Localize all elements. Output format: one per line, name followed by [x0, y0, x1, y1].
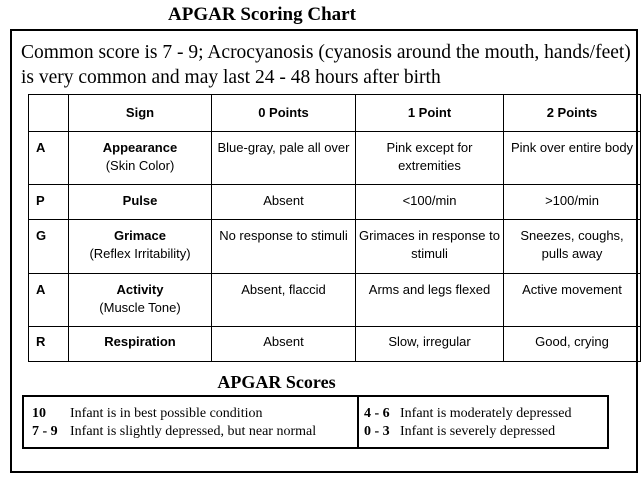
table-row: G Grimace (Reflex Irritability) No response…: [28, 219, 641, 274]
scores-right-column: 4 - 6 Infant is moderately depressed 0 - …: [364, 405, 604, 441]
header-sign: Sign: [68, 94, 212, 132]
sign-cell: Pulse: [68, 184, 212, 221]
score-range: 4 - 6: [364, 406, 390, 421]
score-text: Infant is slightly depressed, but near n…: [70, 424, 317, 439]
header-zero-points: 0 Points: [211, 94, 356, 132]
one-point-cell: Arms and legs flexed: [355, 272, 504, 327]
two-points-cell: Pink over entire body: [503, 130, 641, 186]
sign-cell: Activity (Muscle Tone): [68, 272, 212, 327]
sign-name: Appearance: [102, 140, 178, 155]
sign-description: (Muscle Tone): [99, 299, 181, 315]
one-point-cell: Grimaces in response to stimuli: [355, 219, 504, 274]
score-line: 10 Infant is in best possible condition: [32, 405, 354, 423]
sign-cell: Respiration: [68, 325, 212, 363]
table-row: R Respiration Absent Slow, irregular Good, c…: [28, 325, 641, 363]
sign-description: (Reflex Irritability): [89, 246, 191, 262]
sign-description: (Skin Color): [105, 158, 175, 173]
table-row: A Activity (Muscle Tone) Absent, flaccid Arm…: [28, 272, 641, 327]
sign-name: Pulse: [122, 192, 158, 208]
table-row: P Pulse Absent <100/min >100/min: [28, 184, 641, 221]
sign-letter: P: [28, 184, 69, 221]
score-range: 0 - 3: [364, 424, 390, 439]
sign-name: Activity: [116, 281, 164, 297]
one-point-cell: <100/min: [355, 184, 504, 221]
page-title: APGAR Scoring Chart: [168, 4, 356, 25]
table-header-row: Sign 0 Points 1 Point 2 Points: [28, 94, 641, 132]
score-range: 7 - 9: [32, 424, 58, 439]
sign-letter: R: [28, 325, 69, 363]
one-point-cell: Slow, irregular: [355, 325, 504, 363]
sign-cell: Grimace (Reflex Irritability): [68, 219, 212, 274]
two-points-cell: Sneezes, coughs, pulls away: [503, 219, 641, 274]
one-point-cell: Pink except for extremities: [355, 130, 504, 186]
zero-points-cell: No response to stimuli: [211, 219, 356, 274]
zero-points-cell: Absent: [211, 325, 356, 363]
header-two-points: 2 Points: [503, 94, 641, 132]
two-points-cell: >100/min: [503, 184, 641, 221]
header-one-point: 1 Point: [355, 94, 504, 132]
sign-name: Respiration: [104, 334, 176, 350]
zero-points-cell: Blue-gray, pale all over: [211, 130, 356, 186]
score-text: Infant is severely depressed: [400, 424, 556, 439]
score-line: 7 - 9 Infant is slightly depressed, but n…: [32, 423, 354, 441]
score-range: 10: [32, 406, 46, 421]
intro-note: Common score is 7 - 9; Acrocyanosis (cya…: [21, 42, 631, 88]
sign-letter: A: [28, 272, 69, 327]
two-points-cell: Good, crying: [503, 325, 641, 363]
table-row: A Appearance (Skin Color) Blue-gray, pale a…: [28, 130, 641, 186]
score-text: Infant is moderately depressed: [400, 406, 572, 421]
zero-points-cell: Absent: [211, 184, 356, 221]
score-line: 4 - 6 Infant is moderately depressed: [364, 405, 604, 423]
two-points-cell: Active movement: [503, 272, 641, 327]
scores-divider: [357, 397, 359, 447]
sign-letter: G: [28, 219, 69, 274]
scores-left-column: 10 Infant is in best possible condition 7…: [32, 405, 354, 441]
scores-title: APGAR Scores: [217, 372, 336, 392]
header-letter: [28, 94, 69, 132]
sign-name: Grimace: [113, 228, 167, 244]
apgar-table: Sign 0 Points 1 Point 2 Points A Appearan…: [28, 94, 641, 363]
scores-box: 10 Infant is in best possible condition 7…: [22, 395, 609, 449]
score-line: 0 - 3 Infant is severely depressed: [364, 423, 604, 441]
sign-cell: Appearance (Skin Color): [68, 130, 212, 186]
sign-letter: A: [28, 130, 69, 186]
score-text: Infant is in best possible condition: [70, 406, 263, 421]
zero-points-cell: Absent, flaccid: [211, 272, 356, 327]
